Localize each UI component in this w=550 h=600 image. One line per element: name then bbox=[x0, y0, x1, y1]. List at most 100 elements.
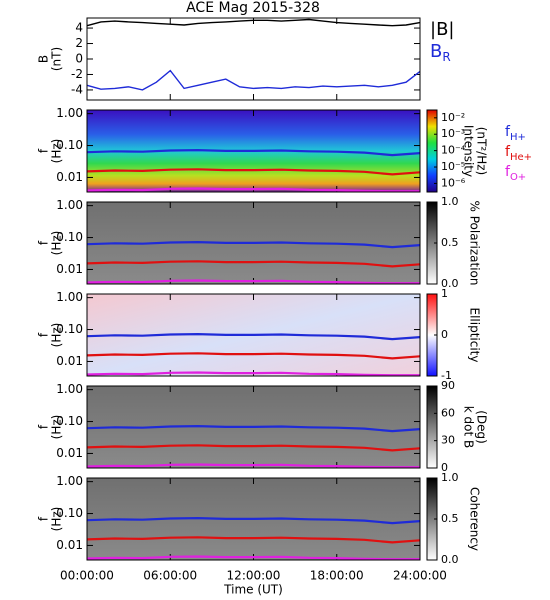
colorbar-tick-label: 1.0 bbox=[441, 195, 459, 208]
colorbar-tick-label: 0.5 bbox=[441, 512, 459, 525]
data-line bbox=[86, 352, 421, 360]
y-axis-label: (nT) bbox=[50, 47, 64, 71]
legend-label: f bbox=[505, 144, 511, 160]
y-tick-label: 0.10 bbox=[56, 322, 83, 336]
data-line bbox=[86, 424, 421, 433]
colorbar-tick-label: 0 bbox=[441, 328, 448, 341]
y-axis-label: (Hz) bbox=[50, 231, 64, 256]
y-tick-label: 0.01 bbox=[56, 170, 83, 184]
legend-subscript: O+ bbox=[510, 172, 526, 183]
colorbar-tick-label: 0.0 bbox=[441, 553, 459, 566]
colorbar-tick-label: 10⁻³ bbox=[441, 127, 465, 140]
y-tick-label: 1.00 bbox=[56, 474, 83, 488]
y-tick-label: 1.00 bbox=[56, 198, 83, 212]
data-line bbox=[86, 168, 421, 176]
colorbar-tick-label: 1 bbox=[441, 287, 448, 300]
colorbar-label: Coherency bbox=[468, 487, 482, 551]
data-line bbox=[86, 555, 420, 561]
y-axis-label: (Hz) bbox=[50, 507, 64, 532]
data-line bbox=[86, 332, 421, 341]
legend-label: B bbox=[430, 41, 442, 62]
legend-entry: |B| bbox=[430, 19, 454, 40]
y-axis-label: (Hz) bbox=[50, 415, 64, 440]
colorbar-label: % Polarization bbox=[468, 201, 482, 286]
legend-label: |B| bbox=[430, 19, 454, 40]
plot-frame bbox=[86, 385, 421, 469]
colorbar bbox=[426, 385, 438, 469]
data-line bbox=[86, 187, 420, 193]
x-tick-label: 00:00:00 bbox=[60, 569, 114, 583]
data-line bbox=[86, 516, 421, 525]
plot-frame bbox=[86, 17, 421, 101]
data-line bbox=[86, 148, 421, 157]
legend-subscript: H+ bbox=[510, 132, 526, 143]
colorbar-tick-label: 10⁻⁴ bbox=[441, 144, 466, 157]
y-tick-label: 1.00 bbox=[56, 106, 83, 120]
data-line bbox=[86, 444, 421, 452]
y-tick-label: 0.01 bbox=[56, 446, 83, 460]
legend-label: f bbox=[505, 124, 511, 140]
y-tick-label: 0.10 bbox=[56, 414, 83, 428]
colorbar-tick-label: -1 bbox=[441, 369, 452, 382]
plot-frame bbox=[86, 109, 421, 193]
data-line bbox=[86, 279, 420, 285]
colorbar-label: (Deg) bbox=[475, 410, 489, 444]
y-tick-label: -4 bbox=[71, 82, 83, 96]
y-tick-label: 0.01 bbox=[56, 262, 83, 276]
legend-entry: BR bbox=[430, 41, 451, 64]
chart-title: ACE Mag 2015-328 bbox=[186, 0, 320, 16]
plot-frame bbox=[86, 293, 421, 377]
legend-entry: fH+ bbox=[505, 124, 526, 143]
plot-frame bbox=[86, 201, 421, 285]
colorbar-tick-label: 1.0 bbox=[441, 471, 459, 484]
y-axis-label: f bbox=[37, 332, 51, 337]
x-tick-label: 24:00:00 bbox=[393, 569, 447, 583]
colorbar-label: (nT²/Hz) bbox=[475, 127, 489, 175]
legend-label: f bbox=[505, 164, 511, 180]
y-tick-label: 4 bbox=[75, 21, 83, 35]
colorbar-tick-label: 0.5 bbox=[441, 236, 459, 249]
colorbar-label: Intensity bbox=[462, 125, 476, 177]
y-tick-label: 1.00 bbox=[56, 290, 83, 304]
y-axis-label: f bbox=[37, 148, 51, 153]
x-tick-label: 18:00:00 bbox=[310, 569, 364, 583]
data-line bbox=[86, 69, 421, 91]
data-line bbox=[86, 240, 421, 249]
legend-entry: fHe+ bbox=[505, 144, 532, 163]
plot-frame bbox=[86, 477, 421, 561]
colorbar-label: k dot B bbox=[462, 406, 476, 448]
y-axis-label: f bbox=[37, 424, 51, 429]
y-axis-label: B bbox=[37, 55, 51, 63]
x-tick-label: 12:00:00 bbox=[227, 569, 281, 583]
colorbar-tick-label: 10⁻² bbox=[441, 111, 465, 124]
y-tick-label: -2 bbox=[71, 67, 83, 81]
colorbar-tick-label: 30 bbox=[441, 434, 455, 447]
y-axis-label: (Hz) bbox=[50, 323, 64, 348]
legend-subscript: R bbox=[442, 50, 450, 64]
y-axis-label: f bbox=[37, 516, 51, 521]
y-tick-label: 1.00 bbox=[56, 382, 83, 396]
y-tick-label: 0.10 bbox=[56, 230, 83, 244]
colorbar-tick-label: 10⁻⁵ bbox=[441, 160, 465, 173]
data-line bbox=[86, 18, 421, 27]
y-tick-label: 0.10 bbox=[56, 138, 83, 152]
y-axis-label: (Hz) bbox=[50, 139, 64, 164]
legend-subscript: He+ bbox=[510, 152, 532, 163]
x-axis-label: Time (UT) bbox=[223, 583, 283, 597]
colorbar-tick-label: 0 bbox=[441, 461, 448, 474]
colorbar-tick-label: 10⁻⁶ bbox=[441, 176, 466, 189]
y-axis-label: f bbox=[37, 240, 51, 245]
y-tick-label: 0 bbox=[75, 52, 83, 66]
colorbar-label: Ellipticity bbox=[468, 308, 482, 363]
data-line bbox=[86, 463, 420, 469]
data-line bbox=[86, 260, 421, 268]
y-tick-label: 0.01 bbox=[56, 538, 83, 552]
y-tick-label: 0.10 bbox=[56, 506, 83, 520]
colorbar-tick-label: 90 bbox=[441, 379, 455, 392]
data-line bbox=[86, 536, 421, 544]
data-line bbox=[86, 371, 420, 377]
y-tick-label: 2 bbox=[75, 36, 83, 50]
colorbar-tick-label: 0.0 bbox=[441, 277, 459, 290]
